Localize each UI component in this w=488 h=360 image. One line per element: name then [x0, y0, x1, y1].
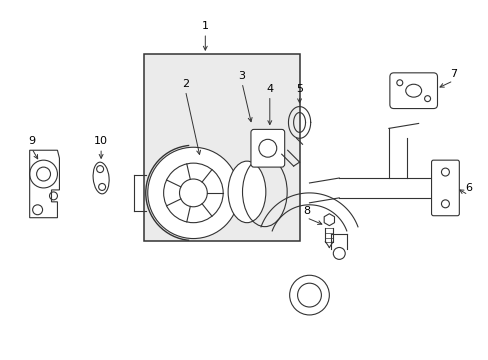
Text: 5: 5: [295, 84, 303, 94]
Circle shape: [441, 168, 448, 176]
Polygon shape: [324, 214, 334, 226]
Circle shape: [97, 166, 103, 172]
Circle shape: [441, 200, 448, 208]
Text: 7: 7: [449, 69, 456, 79]
Text: 2: 2: [182, 79, 189, 89]
Text: 9: 9: [28, 136, 35, 146]
Circle shape: [147, 147, 239, 239]
Ellipse shape: [93, 162, 109, 194]
Ellipse shape: [228, 161, 265, 223]
Text: 8: 8: [303, 206, 309, 216]
FancyBboxPatch shape: [431, 160, 458, 216]
Text: 6: 6: [464, 183, 471, 193]
Circle shape: [99, 184, 105, 190]
FancyBboxPatch shape: [389, 73, 437, 109]
Polygon shape: [30, 150, 60, 218]
Text: 3: 3: [238, 71, 245, 81]
Text: 1: 1: [202, 21, 208, 31]
FancyBboxPatch shape: [250, 129, 284, 167]
Bar: [143, 54, 299, 240]
Text: 10: 10: [94, 136, 108, 146]
Circle shape: [289, 275, 328, 315]
Text: 4: 4: [265, 84, 273, 94]
